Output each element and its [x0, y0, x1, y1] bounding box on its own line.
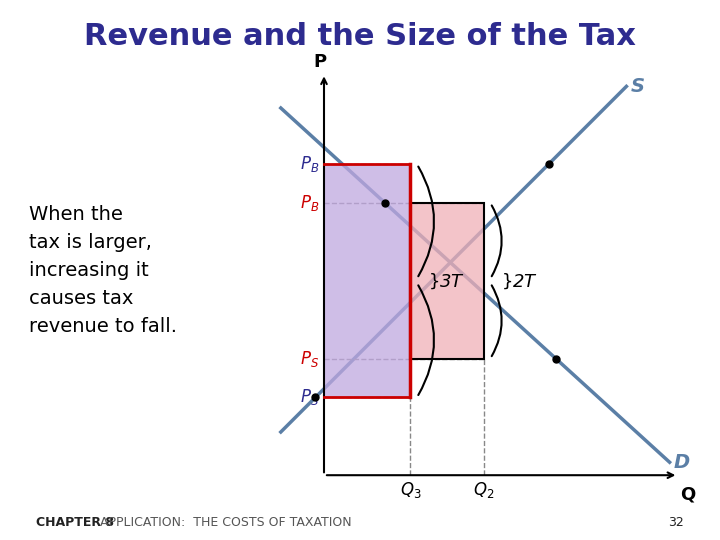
Text: $Q_3$: $Q_3$ — [400, 480, 421, 500]
Bar — [410, 203, 484, 359]
Point — [310, 393, 321, 402]
Text: S: S — [631, 77, 644, 96]
Text: $P_B$: $P_B$ — [300, 193, 319, 213]
Text: $Q_2$: $Q_2$ — [473, 480, 495, 500]
Point — [550, 354, 562, 363]
Text: P: P — [313, 53, 326, 71]
Text: $P_B$: $P_B$ — [300, 154, 319, 174]
Point — [543, 160, 554, 168]
Point — [379, 199, 391, 207]
Text: 32: 32 — [668, 516, 684, 529]
Bar — [324, 164, 410, 397]
Text: D: D — [674, 453, 690, 472]
Text: $\}$3$T$: $\}$3$T$ — [428, 271, 464, 291]
Text: CHAPTER 8: CHAPTER 8 — [36, 516, 114, 529]
Text: Revenue and the Size of the Tax: Revenue and the Size of the Tax — [84, 22, 636, 51]
Text: When the
tax is larger,
increasing it
causes tax
revenue to fall.: When the tax is larger, increasing it ca… — [29, 205, 177, 335]
Text: Q: Q — [680, 486, 696, 504]
Text: $P_S$: $P_S$ — [300, 348, 319, 369]
Bar — [410, 203, 484, 359]
Text: $\}$2$T$: $\}$2$T$ — [501, 271, 538, 291]
Text: APPLICATION:  THE COSTS OF TAXATION: APPLICATION: THE COSTS OF TAXATION — [88, 516, 351, 529]
Text: $P_S$: $P_S$ — [300, 387, 319, 408]
